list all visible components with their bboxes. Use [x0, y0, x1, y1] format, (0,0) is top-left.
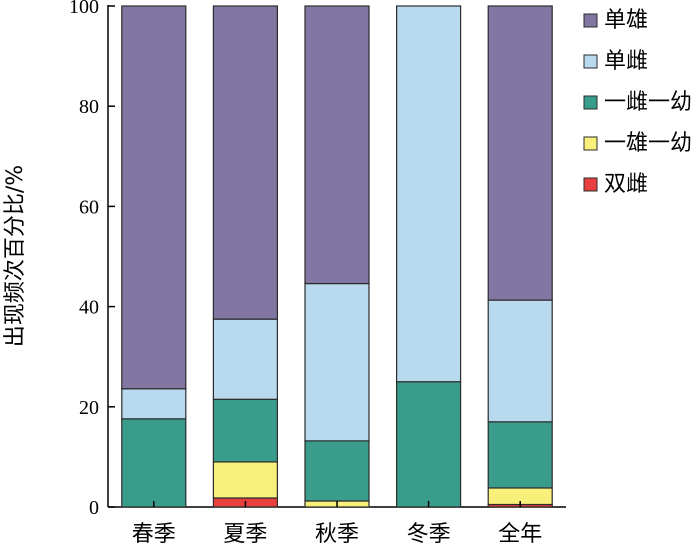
- y-axis-label: 出现频次百分比/%: [3, 165, 28, 347]
- x-category-labels: 春季 夏季 秋季 冬季 全年: [132, 501, 542, 547]
- legend-label: 一雄一幼: [604, 131, 692, 156]
- y-tick-label: 20: [79, 397, 99, 419]
- bar-segment: [212, 461, 278, 499]
- legend-swatch: [583, 95, 598, 110]
- bar-segment: [304, 282, 370, 442]
- y-tick-label: 0: [89, 497, 99, 519]
- bar-segment: [121, 5, 187, 390]
- y-tick-label: 80: [79, 96, 99, 118]
- x-category-label: 冬季: [407, 522, 451, 547]
- legend-swatch: [583, 177, 598, 192]
- legend-label: 单雄: [604, 8, 648, 33]
- bar-segment: [304, 440, 370, 502]
- legend-label: 单雌: [604, 49, 648, 74]
- bar-segment: [304, 5, 370, 285]
- y-ticks: 0 20 40 60 80 100: [69, 0, 115, 519]
- bar-segment: [212, 398, 278, 463]
- bar-segment: [121, 388, 187, 420]
- x-category-label: 夏季: [223, 522, 267, 547]
- legend-swatch: [583, 136, 598, 151]
- x-category-label: 全年: [498, 522, 542, 547]
- bar-segment: [487, 299, 553, 423]
- bar-segment: [487, 421, 553, 489]
- bar-segment: [212, 5, 278, 320]
- bar-segment: [121, 418, 187, 508]
- legend-swatch: [583, 13, 598, 28]
- y-tick-label: 40: [79, 297, 99, 319]
- legend-swatch: [583, 54, 598, 69]
- legend-label: 一雌一幼: [604, 90, 692, 115]
- legend-label: 双雌: [604, 172, 648, 197]
- bar-segment: [487, 5, 553, 301]
- bar-segment: [396, 381, 462, 508]
- bar-segment: [396, 5, 462, 383]
- y-tick-label: 100: [69, 0, 99, 18]
- x-category-label: 春季: [132, 522, 176, 547]
- bars: [121, 5, 553, 508]
- x-category-label: 秋季: [315, 522, 359, 547]
- bar-segment: [212, 318, 278, 400]
- y-tick-label: 60: [79, 196, 99, 218]
